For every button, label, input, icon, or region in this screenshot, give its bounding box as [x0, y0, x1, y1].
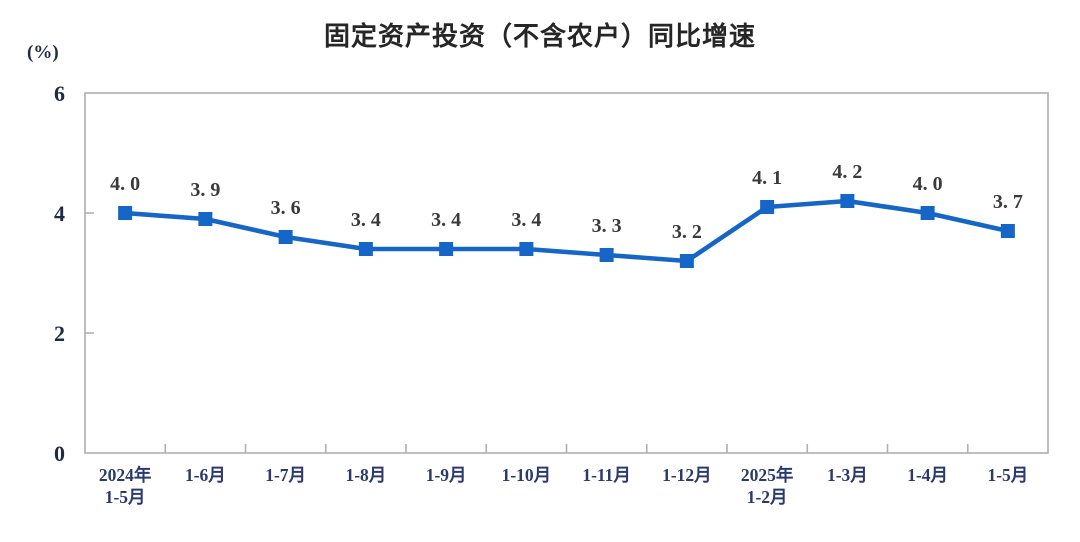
data-point-marker — [198, 212, 213, 226]
data-point-marker — [920, 206, 935, 220]
x-axis-label: 1-2月 — [747, 487, 788, 507]
x-axis-label: 1-5月 — [105, 487, 146, 507]
x-axis-label: 1-3月 — [827, 465, 868, 485]
data-point-marker — [1000, 224, 1015, 238]
data-point-label: 3. 4 — [431, 209, 461, 231]
data-point-marker — [278, 230, 293, 244]
x-axis-label: 1-5月 — [987, 465, 1028, 485]
x-axis-label: 1-10月 — [502, 465, 552, 485]
data-point-label: 3. 7 — [993, 191, 1023, 213]
x-axis-label: 2024年 — [99, 465, 152, 485]
data-point-marker — [439, 242, 454, 256]
y-axis-unit-label: (%) — [27, 42, 59, 63]
x-axis-label: 1-12月 — [662, 465, 712, 485]
data-point-label: 3. 4 — [511, 209, 541, 231]
x-axis-label: 2025年 — [741, 465, 794, 485]
data-point-label: 3. 6 — [271, 197, 301, 219]
x-axis-label: 1-9月 — [426, 465, 467, 485]
x-axis-label: 1-11月 — [582, 465, 631, 485]
data-point-marker — [840, 194, 855, 208]
data-point-marker — [599, 248, 614, 262]
data-point-marker — [519, 242, 534, 256]
data-point-label: 3. 2 — [672, 221, 702, 243]
data-point-marker — [760, 200, 775, 214]
data-point-label: 4. 0 — [913, 173, 943, 195]
y-axis-tick-label: 2 — [54, 321, 65, 346]
plot-border — [84, 92, 1049, 454]
x-axis-label: 1-6月 — [185, 465, 226, 485]
data-point-label: 3. 4 — [351, 209, 381, 231]
data-point-label: 4. 1 — [752, 167, 782, 189]
data-point-label: 4. 0 — [110, 173, 140, 195]
x-axis-label: 1-4月 — [907, 465, 948, 485]
x-axis-label: 1-7月 — [265, 465, 306, 485]
data-point-marker — [358, 242, 373, 256]
y-axis-tick-label: 6 — [54, 81, 65, 106]
data-point-label: 3. 3 — [592, 215, 622, 237]
x-axis-label: 1-8月 — [345, 465, 386, 485]
data-point-marker — [118, 206, 133, 220]
data-line — [122, 198, 1011, 264]
y-axis-tick-label: 4 — [54, 201, 65, 226]
data-point-marker — [679, 254, 694, 268]
y-axis-tick-label: 0 — [54, 441, 65, 466]
data-point-label: 4. 2 — [832, 161, 862, 183]
data-point-label: 3. 9 — [190, 179, 220, 201]
chart-title: 固定资产投资（不含农户）同比增速 — [323, 22, 756, 52]
